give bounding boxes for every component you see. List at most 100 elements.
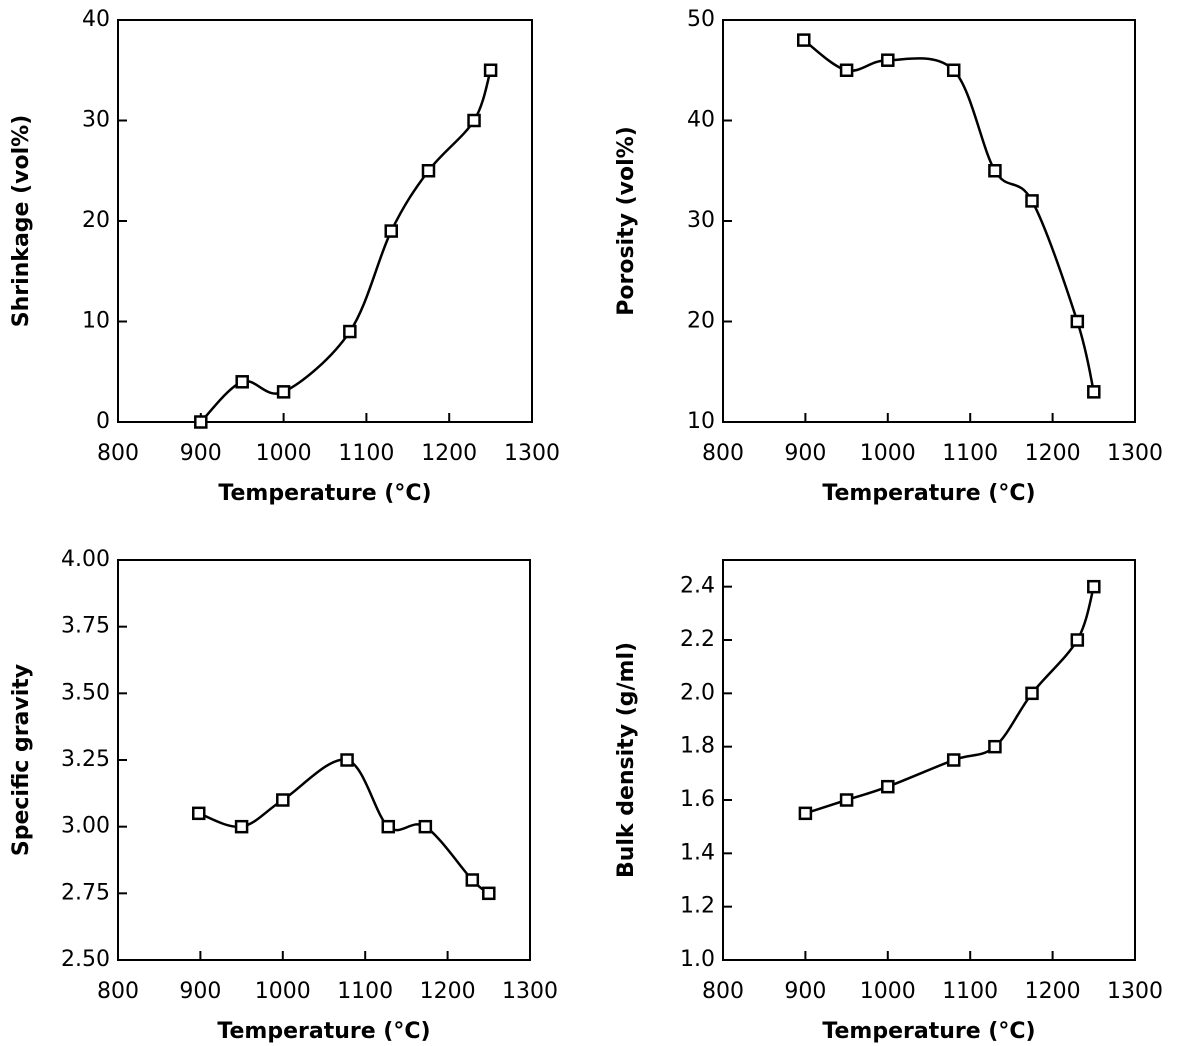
- y-tick-label: 30: [82, 108, 110, 133]
- y-tick-label: 0: [96, 409, 110, 434]
- y-tick-label: 3.00: [61, 814, 110, 839]
- y-tick-label: 50: [687, 7, 715, 32]
- marker: [1070, 633, 1085, 647]
- y-tick-label: 2.75: [61, 880, 110, 905]
- marker: [1070, 314, 1085, 329]
- marker: [483, 63, 498, 77]
- plot-frame: [722, 559, 1136, 961]
- marker: [881, 53, 895, 67]
- y-tick-label: 10: [687, 409, 715, 434]
- y-axis-label: Bulk density (g/ml): [614, 642, 639, 878]
- x-tick-label: 1300: [1107, 979, 1163, 1004]
- y-tick-label: 3.75: [61, 614, 110, 639]
- marker: [276, 385, 291, 399]
- marker: [465, 873, 480, 887]
- x-axis-label: Temperature (°C): [822, 1019, 1035, 1044]
- y-tick-label: 2.50: [61, 947, 110, 972]
- y-tick-label: 4.00: [61, 547, 110, 572]
- line: [805, 586, 1096, 815]
- marker: [418, 819, 433, 834]
- x-tick-label: 1300: [504, 441, 560, 466]
- x-axis-label: Temperature (°C): [822, 481, 1035, 506]
- marker: [988, 739, 1002, 754]
- x-tick-label: 800: [97, 979, 139, 1004]
- marker: [192, 806, 206, 821]
- y-tick-label: 1.4: [680, 840, 715, 865]
- x-tick-label: 800: [97, 441, 139, 466]
- marker: [988, 164, 1002, 178]
- x-tick-label: 800: [702, 441, 744, 466]
- marker: [797, 33, 811, 47]
- y-tick-label: 20: [82, 208, 110, 233]
- y-tick-label: 40: [82, 7, 110, 32]
- y-axis-label: Specific gravity: [9, 664, 34, 856]
- y-tick-label: 1.2: [680, 894, 715, 919]
- x-tick-label: 1200: [420, 979, 476, 1004]
- plot-frame: [722, 19, 1136, 423]
- x-axis-label: Temperature (°C): [218, 481, 431, 506]
- y-tick-label: 30: [687, 208, 715, 233]
- x-tick-label: 900: [180, 441, 222, 466]
- marker: [340, 753, 354, 767]
- marker: [1025, 686, 1039, 701]
- y-tick-label: 3.25: [61, 747, 110, 772]
- x-axis-label: Temperature (°C): [217, 1019, 430, 1044]
- marker: [381, 819, 396, 834]
- y-axis-label: Shrinkage (vol%): [9, 115, 34, 328]
- x-tick-label: 800: [702, 979, 744, 1004]
- marker: [881, 779, 895, 794]
- line: [803, 39, 1096, 393]
- marker: [276, 793, 290, 807]
- y-tick-label: 1.0: [680, 947, 715, 972]
- plot-frame: [117, 559, 531, 961]
- x-tick-label: 1000: [860, 979, 916, 1004]
- x-tick-label: 1200: [421, 441, 477, 466]
- y-tick-label: 1.6: [680, 787, 715, 812]
- x-tick-label: 900: [179, 979, 221, 1004]
- marker: [839, 63, 854, 77]
- marker: [946, 63, 961, 77]
- y-tick-label: 1.8: [680, 734, 715, 759]
- x-tick-label: 1000: [255, 979, 311, 1004]
- x-tick-label: 900: [784, 441, 826, 466]
- marker: [1087, 385, 1101, 399]
- chart-panel: 800 900 1000 1100 1200 1300 10 20 30 40 50 Temperat…: [614, 7, 1163, 506]
- y-tick-label: 2.2: [680, 627, 715, 652]
- marker: [194, 415, 208, 429]
- y-tick-label: 20: [687, 309, 715, 334]
- marker: [343, 324, 357, 339]
- x-tick-label: 1000: [256, 441, 312, 466]
- y-tick-label: 2.0: [680, 680, 715, 705]
- y-tick-label: 2.4: [680, 574, 715, 599]
- marker: [235, 375, 249, 389]
- marker: [384, 224, 398, 238]
- marker: [482, 886, 496, 901]
- marker: [839, 793, 854, 807]
- marker: [234, 819, 249, 834]
- x-tick-label: 1200: [1025, 979, 1081, 1004]
- marker: [421, 164, 436, 178]
- x-tick-label: 1200: [1025, 441, 1081, 466]
- x-tick-label: 1300: [1107, 441, 1163, 466]
- x-tick-label: 900: [784, 979, 826, 1004]
- marker: [467, 113, 481, 128]
- marker: [1087, 579, 1101, 594]
- line: [199, 69, 492, 423]
- x-tick-label: 1100: [338, 441, 394, 466]
- y-axis-label: Porosity (vol%): [614, 126, 639, 316]
- line: [198, 758, 490, 895]
- y-tick-label: 3.50: [61, 680, 110, 705]
- x-tick-label: 1300: [502, 979, 558, 1004]
- x-tick-label: 1100: [942, 441, 998, 466]
- marker: [946, 753, 961, 767]
- y-tick-label: 40: [687, 108, 715, 133]
- x-tick-label: 1000: [860, 441, 916, 466]
- x-tick-label: 1100: [337, 979, 393, 1004]
- x-tick-label: 1100: [942, 979, 998, 1004]
- chart-panel: 800 900 1000 1100 1200 1300 0 10 20 30 40 Temperatu…: [9, 7, 560, 506]
- marker: [1025, 194, 1039, 208]
- chart-panel: 800 900 1000 1100 1200 1300 1.0 1.2 1.4 1.6 1.8 2.0…: [614, 559, 1163, 1044]
- y-tick-label: 10: [82, 309, 110, 334]
- marker: [798, 806, 813, 821]
